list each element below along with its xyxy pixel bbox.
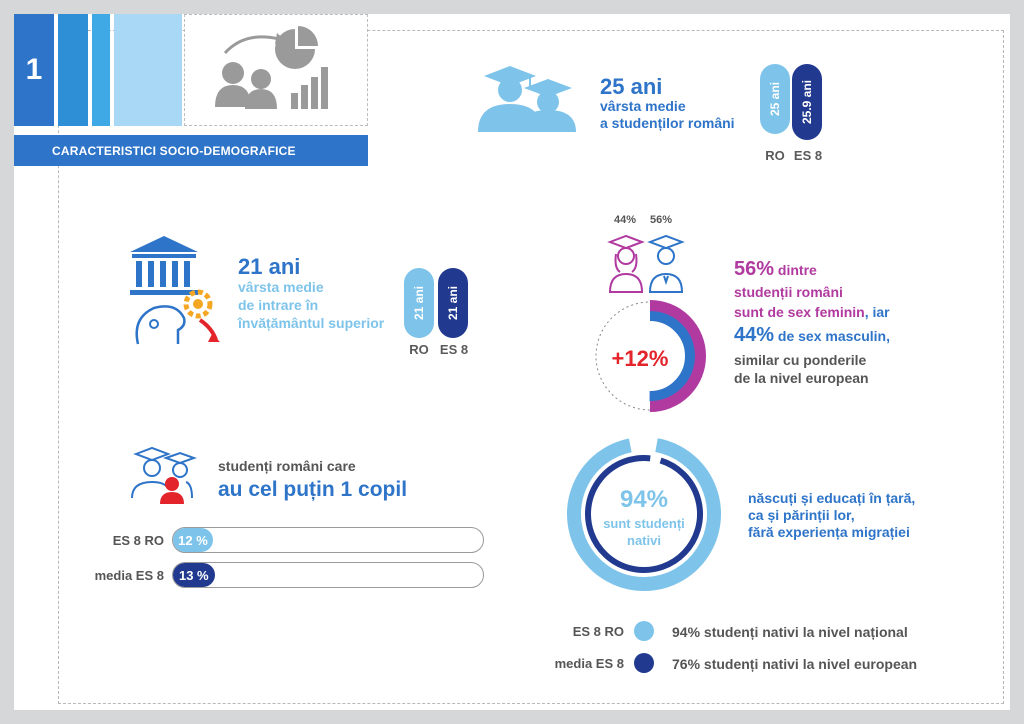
content-frame [58,30,1004,704]
native-ro-ring [567,438,721,591]
gender-text-line5: similar cu ponderile [734,352,867,368]
native-line2: nativi [627,533,661,548]
native-desc3: fără experiența migrației [748,524,910,540]
legend-dot-ro [634,621,654,641]
gender-text-line2: studenții români [734,284,843,300]
children-line2: au cel puțin 1 copil [218,478,408,501]
gender-ring-chart [590,296,710,421]
gender-text-line1: 56% dintre [734,258,817,280]
legend-label-es8: media ES 8 [554,656,624,671]
gender-male-arc [649,311,695,401]
native-line1: sunt studenți [603,516,685,531]
gender-diff: +12% [611,346,669,371]
children-bar-ro: 12 % [172,527,484,553]
native-desc2: ca și părinții lor, [748,507,855,523]
parents-icon [128,446,208,511]
section-number: 1 [14,14,54,126]
gender-text-line3: sunt de sex feminin, iar [734,304,890,320]
legend-label-ro: ES 8 RO [572,624,624,639]
entry-age-line3: învățământul superior [238,315,385,331]
university-brain-icon [126,234,222,357]
children-bar-fill-ro: 12 % [173,528,213,552]
entry-age-ro-pill: 21 ani [404,268,434,338]
entry-age-line2: de intrare în [238,297,319,313]
entry-age-es8-pill: 21 ani [438,268,468,338]
children-bar-label-ro: ES 8 RO [112,533,164,548]
native-desc1: născuți și educați în țară, [748,490,916,506]
section-title: CARACTERISTICI SOCIO-DEMOGRAFICE [14,135,368,166]
demographics-icon [184,14,368,126]
children-bar-fill-es8: 13 % [173,563,215,587]
avg-age-es8-label: ES 8 [793,148,823,163]
header-stripe [114,14,182,126]
header-stripe [58,14,88,126]
children-bar-label-es8: media ES 8 [94,568,164,583]
entry-age-line1: vârsta medie [238,279,324,295]
gender-female-arc [649,300,706,412]
native-pct: 94% [619,486,669,513]
gender-text-line4: 44% de sex masculin, [734,324,890,346]
avg-age-line2: a studenților români [600,115,735,131]
avg-age-value: 25 ani [600,74,663,99]
avg-age-es8-pill: 25.9 ani [792,64,822,140]
avg-age-ro-pill: 25 ani [760,64,790,134]
entry-age-ro-label: RO [409,342,429,357]
children-line1: studenți români care [218,458,356,474]
legend-text-es8: 76% studenți nativi la nivel european [672,656,918,672]
graduates-icon [474,62,582,139]
gender-text-line6: de la nivel european [734,370,869,386]
female-graduate-icon [606,234,646,299]
native-ring-chart [566,436,722,597]
female-pct-top: 44% [614,214,637,226]
avg-age-ro-label: RO [765,148,785,163]
native-eu-ring [585,455,703,573]
avg-age-line1: vârsta medie [600,98,686,114]
children-bar-es8: 13 % [172,562,484,588]
legend-dot-es8 [634,653,654,673]
legend-text-ro: 94% studenți nativi la nivel național [672,624,908,640]
male-pct-top: 56% [650,214,673,226]
entry-age-value: 21 ani [238,254,301,279]
header-stripe [92,14,110,126]
entry-age-es8-label: ES 8 [439,342,469,357]
male-graduate-icon [646,234,686,299]
